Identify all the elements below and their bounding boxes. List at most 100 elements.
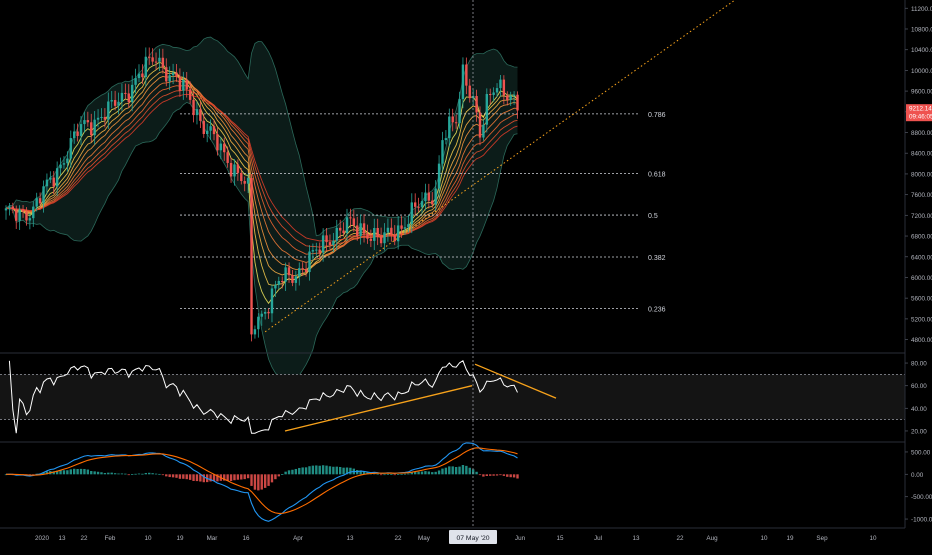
macd-histogram-bar: [448, 466, 451, 475]
macd-histogram-bar: [233, 474, 236, 481]
macd-histogram-bar: [151, 473, 154, 475]
candle-body: [103, 116, 107, 120]
candle-body: [441, 140, 444, 164]
countdown-label: 09:46:05: [909, 114, 932, 121]
candle-body: [73, 131, 76, 139]
macd-histogram-bar: [229, 474, 233, 482]
candle-body: [216, 134, 219, 151]
candle-body: [516, 94, 519, 111]
price-tick-label: 6400.00: [911, 254, 932, 261]
macd-histogram-bar: [42, 472, 45, 475]
candle-body: [356, 225, 359, 236]
rsi-tick-label: 20.00: [911, 428, 927, 435]
candle-body: [465, 64, 468, 86]
macd-pane: [4, 442, 519, 522]
candle-body: [332, 240, 335, 245]
x-tick-label: Jun: [515, 535, 526, 542]
macd-histogram-bar: [431, 472, 434, 475]
candle-body: [284, 267, 287, 282]
macd-histogram-bar: [45, 471, 49, 475]
macd-histogram-bar: [338, 467, 342, 475]
candle-body: [168, 75, 171, 82]
macd-histogram-bar: [383, 474, 386, 476]
candle-body: [151, 57, 154, 62]
x-tick-label: 13: [632, 535, 640, 542]
candle-body: [52, 177, 55, 187]
macd-histogram-bar: [454, 467, 458, 475]
candle-body: [107, 101, 110, 120]
macd-histogram-bar: [270, 474, 274, 483]
macd-histogram-bar: [407, 473, 410, 475]
candle-body: [11, 206, 15, 210]
candle-body: [137, 73, 141, 79]
macd-histogram-bar: [403, 473, 407, 475]
x-tick-label: 22: [676, 535, 684, 542]
macd-histogram-bar: [178, 474, 182, 479]
price-tick-label: 5200.00: [911, 316, 932, 323]
price-tick-label: 8400.00: [911, 151, 932, 158]
macd-histogram-bar: [489, 474, 492, 476]
macd-histogram-bar: [209, 474, 212, 482]
macd-histogram-bar: [175, 474, 178, 478]
x-tick-label: 16: [242, 535, 250, 542]
candle-body: [434, 188, 437, 205]
candle-body: [110, 100, 113, 102]
candle-body: [18, 209, 21, 221]
macd-histogram-bar: [458, 466, 461, 475]
macd-histogram-bar: [226, 474, 229, 481]
rsi-pane: [0, 360, 905, 434]
candle-body: [420, 201, 424, 208]
macd-histogram-bar: [335, 466, 338, 475]
macd-histogram-bar: [291, 469, 294, 475]
rsi-tick-label: 60.00: [911, 383, 927, 390]
candle-body: [509, 95, 512, 101]
macd-histogram-bar: [400, 473, 403, 475]
macd-histogram-bar: [362, 471, 366, 475]
macd-histogram-bar: [318, 465, 321, 475]
candle-body: [93, 119, 96, 136]
candle-body: [366, 233, 369, 239]
macd-histogram-bar: [90, 470, 93, 475]
candle-body: [253, 329, 257, 335]
macd-histogram-bar: [321, 465, 325, 475]
ema-line: [5, 85, 518, 255]
candle-body: [100, 116, 103, 118]
fib-level-label: 0.618: [648, 171, 666, 178]
candle-body: [291, 275, 294, 283]
x-tick-label: 19: [176, 535, 184, 542]
macd-histogram-bar: [130, 474, 134, 475]
macd-histogram-bar: [62, 470, 66, 475]
macd-histogram-bar: [482, 474, 485, 477]
bollinger-bands: [5, 36, 518, 381]
macd-histogram-bar: [311, 465, 315, 475]
macd-histogram-bar: [110, 472, 113, 475]
macd-histogram-bar: [148, 472, 151, 475]
candle-body: [35, 198, 38, 207]
price-tick-label: 4800.00: [911, 337, 932, 344]
candle-body: [294, 276, 298, 283]
candle-body: [202, 120, 205, 134]
candle-body: [335, 227, 338, 241]
macd-histogram-bar: [192, 474, 195, 481]
macd-histogram-bar: [284, 471, 287, 475]
candle-body: [495, 88, 499, 93]
macd-histogram-bar: [475, 471, 478, 475]
candle-body: [499, 79, 502, 89]
macd-histogram-bar: [376, 473, 379, 475]
candle-body: [338, 227, 342, 231]
candle-body: [373, 227, 376, 241]
macd-histogram-bar: [298, 467, 301, 475]
candle-body: [444, 138, 448, 141]
candle-body: [4, 208, 8, 211]
candle-body: [178, 76, 182, 91]
candle-body: [21, 209, 25, 212]
macd-histogram-bar: [417, 471, 420, 475]
macd-histogram-bar: [257, 474, 260, 491]
macd-histogram-bar: [216, 474, 219, 482]
candle-body: [325, 235, 328, 243]
macd-tick-label: 500.00: [911, 449, 931, 456]
macd-histogram-bar: [144, 472, 148, 475]
macd-histogram-bar: [315, 465, 318, 475]
rsi-tick-label: 40.00: [911, 406, 927, 413]
